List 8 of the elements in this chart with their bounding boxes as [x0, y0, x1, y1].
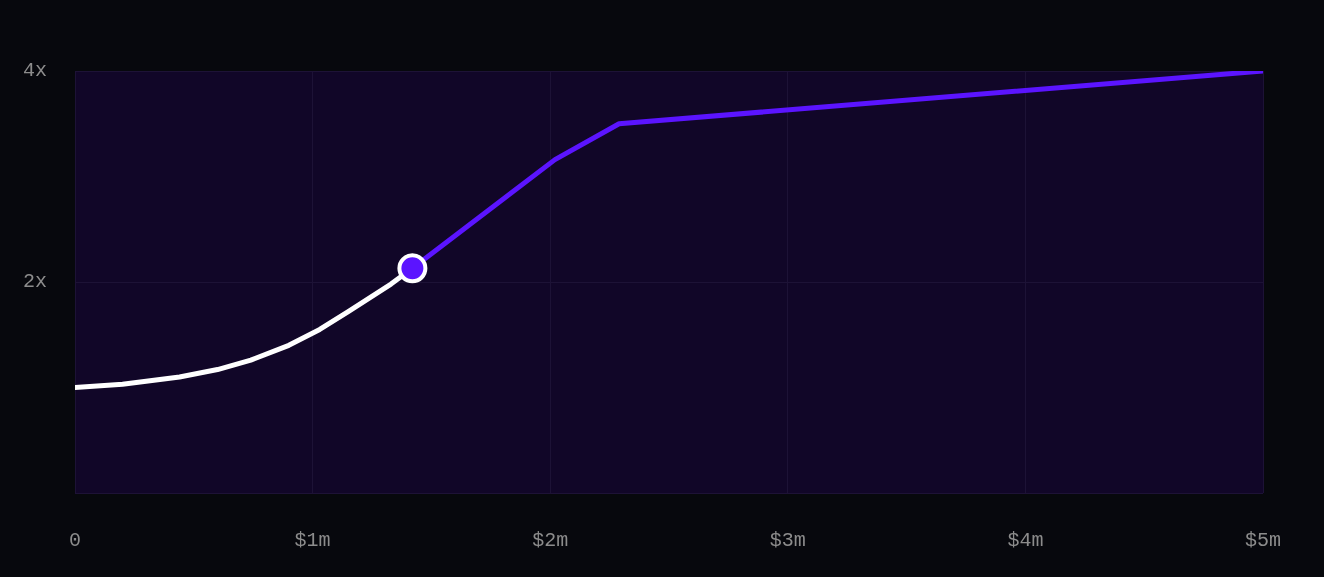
- y-tick-label: 2x: [22, 270, 47, 294]
- x-tick-label: $5m: [1244, 529, 1282, 553]
- x-tick-label: $1m: [294, 529, 331, 553]
- y-tick-label: 4x: [22, 59, 47, 83]
- x-tick-label: $4m: [1007, 529, 1044, 553]
- x-tick-label: $2m: [532, 529, 569, 553]
- x-tick-label: $3m: [769, 529, 806, 553]
- x-tick-label: 0: [68, 529, 82, 553]
